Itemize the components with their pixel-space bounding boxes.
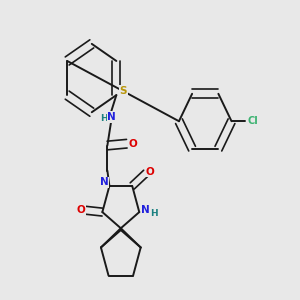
Text: O: O: [146, 167, 154, 177]
Text: Cl: Cl: [247, 116, 258, 126]
Text: S: S: [119, 86, 127, 96]
Text: O: O: [76, 205, 85, 215]
Text: N: N: [142, 205, 150, 215]
Text: N: N: [107, 112, 116, 122]
Text: N: N: [100, 177, 108, 187]
Text: H: H: [100, 114, 108, 123]
Text: O: O: [128, 139, 137, 149]
Text: H: H: [150, 209, 158, 218]
